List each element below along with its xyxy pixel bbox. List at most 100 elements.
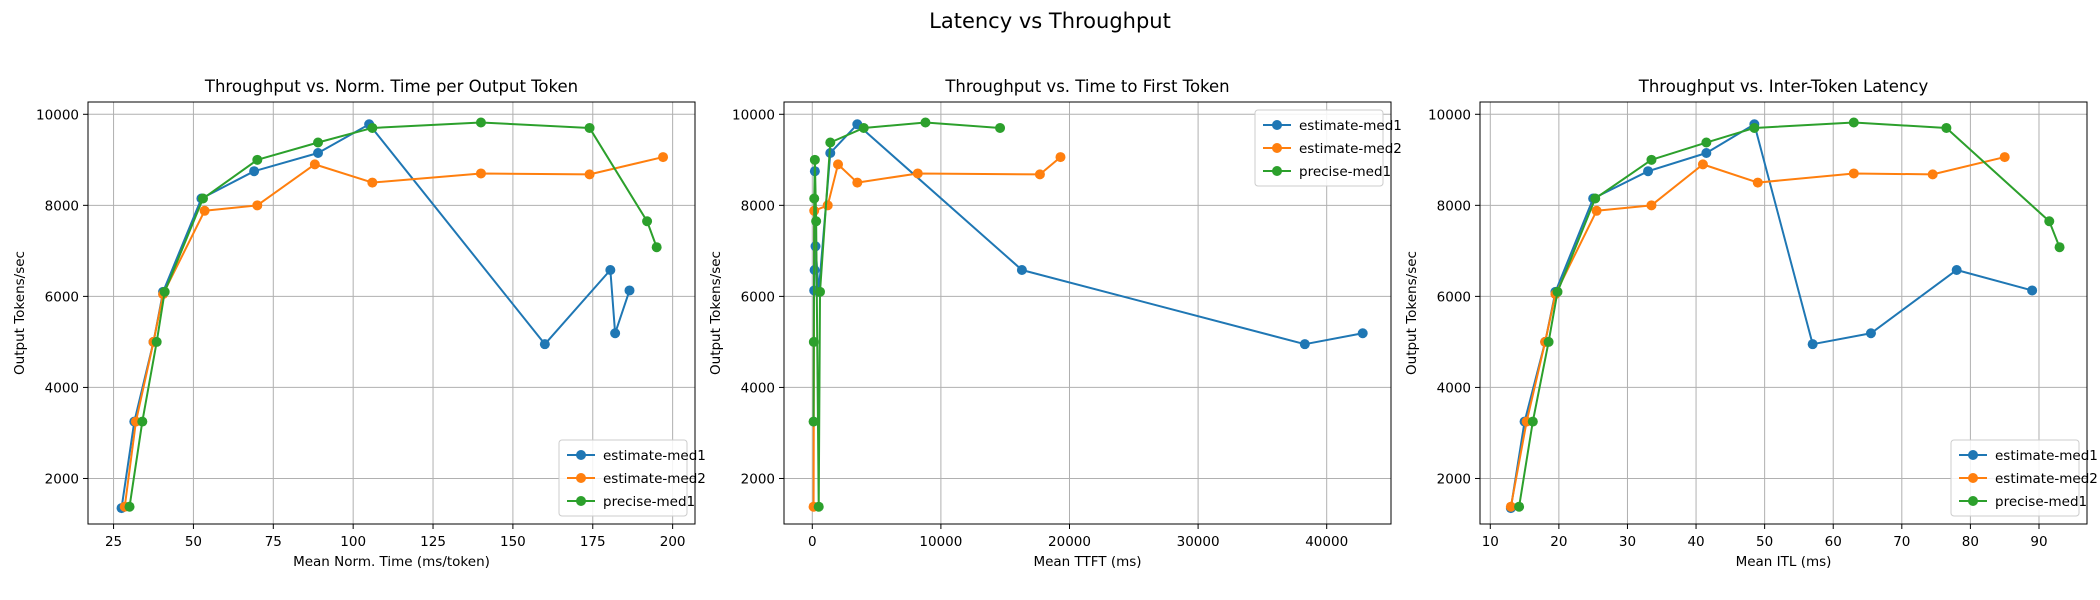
data-point-precise-med1 [124, 501, 135, 512]
data-point-estimate-med1 [313, 147, 324, 158]
y-tick-label: 2000 [1437, 471, 1471, 487]
data-point-estimate-med2 [1999, 152, 2010, 163]
figure-suptitle: Latency vs Throughput [929, 9, 1171, 33]
data-point-precise-med1 [811, 216, 822, 227]
y-axis-label: Output Tokens/sec [12, 251, 28, 375]
x-tick-label: 30 [1619, 534, 1636, 550]
x-tick-label: 125 [420, 534, 446, 550]
data-point-precise-med1 [642, 216, 653, 227]
x-tick-label: 20 [1550, 534, 1567, 550]
data-point-estimate-med2 [1752, 177, 1763, 188]
data-point-estimate-med2 [1697, 159, 1708, 170]
y-tick-label: 8000 [741, 198, 775, 214]
y-tick-label: 10000 [732, 107, 775, 123]
series-line-precise-med1 [1518, 121, 2061, 507]
y-tick-label: 4000 [1437, 380, 1471, 396]
x-tick-label: 50 [1756, 534, 1773, 550]
x-tick-label: 10000 [919, 534, 962, 550]
data-point-estimate-med1 [605, 264, 616, 275]
legend-box [1254, 109, 1384, 187]
x-axis-label: Mean TTFT (ms) [1033, 554, 1141, 570]
data-point-estimate-med2 [252, 200, 263, 211]
data-point-precise-med1 [1527, 416, 1538, 427]
data-point-estimate-med2 [1848, 168, 1859, 179]
data-point-estimate-med1 [1643, 166, 1654, 177]
data-point-precise-med1 [808, 336, 819, 347]
data-point-precise-med1 [159, 286, 170, 297]
y-tick-label: 10000 [36, 107, 79, 123]
chart-panel-2: 0 10000 20000 30000 40000 2000 4000 6000 8000 100… [708, 77, 1402, 570]
data-point-estimate-med2 [822, 200, 833, 211]
x-tick-label: 10 [1482, 534, 1499, 550]
data-point-precise-med1 [809, 154, 820, 165]
legend: estimate-med1 estimate-med2 precise-med1 [558, 439, 706, 517]
data-point-estimate-med1 [2027, 285, 2038, 296]
legend-label: estimate-med1 [603, 448, 706, 464]
legend: estimate-med1 estimate-med2 precise-med1 [1950, 439, 2098, 517]
series-line-precise-med1 [812, 121, 1001, 508]
data-point-precise-med1 [815, 286, 826, 297]
series-estimate-med1 [116, 119, 635, 514]
data-point-estimate-med1 [1951, 264, 1962, 275]
legend-label: estimate-med2 [603, 471, 706, 487]
y-tick-label: 8000 [45, 198, 79, 214]
data-point-estimate-med2 [1055, 152, 1066, 163]
data-point-estimate-med2 [1505, 501, 1516, 512]
legend-marker-precise-med1 [1272, 166, 1282, 176]
x-tick-label: 200 [660, 534, 686, 550]
legend-marker-estimate-med1 [1272, 120, 1282, 130]
y-tick-label: 10000 [1428, 107, 1471, 123]
data-point-precise-med1 [1590, 193, 1601, 204]
data-point-estimate-med1 [1357, 328, 1368, 339]
series-precise-med1 [808, 117, 1006, 512]
data-point-estimate-med1 [1299, 339, 1310, 350]
series-precise-med1 [124, 117, 662, 512]
data-point-estimate-med1 [1016, 264, 1027, 275]
data-point-precise-med1 [920, 117, 931, 128]
data-point-estimate-med1 [249, 166, 260, 177]
legend-marker-precise-med1 [1968, 496, 1978, 506]
data-point-precise-med1 [1552, 286, 1563, 297]
data-point-estimate-med2 [912, 168, 923, 179]
x-tick-label: 60 [1825, 534, 1842, 550]
data-point-precise-med1 [1701, 137, 1712, 148]
data-point-precise-med1 [475, 117, 486, 128]
data-point-precise-med1 [1941, 122, 1952, 133]
y-tick-label: 8000 [1437, 198, 1471, 214]
data-point-precise-med1 [809, 193, 820, 204]
data-point-estimate-med2 [852, 177, 863, 188]
data-point-precise-med1 [825, 137, 836, 148]
axes-frame [1479, 101, 2088, 525]
legend-label: precise-med1 [1299, 164, 1391, 180]
legend-marker-estimate-med1 [576, 450, 586, 460]
y-tick-label: 4000 [45, 380, 79, 396]
data-point-precise-med1 [252, 154, 263, 165]
data-point-estimate-med2 [1927, 169, 1938, 180]
data-point-precise-med1 [1646, 154, 1657, 165]
x-tick-label: 40 [1687, 534, 1704, 550]
axes-frame [87, 101, 696, 525]
x-tick-label: 70 [1893, 534, 1910, 550]
panel-title: Throughput vs. Time to First Token [944, 77, 1229, 96]
legend-marker-estimate-med2 [1968, 473, 1978, 483]
data-point-estimate-med1 [610, 328, 621, 339]
legend-marker-estimate-med1 [1968, 450, 1978, 460]
data-point-estimate-med2 [658, 152, 669, 163]
data-point-precise-med1 [808, 416, 819, 427]
y-axis-label: Output Tokens/sec [1404, 251, 1420, 375]
data-point-estimate-med2 [199, 205, 210, 216]
axes-frame [783, 101, 1392, 525]
series-estimate-med2 [1505, 152, 2010, 512]
data-point-precise-med1 [151, 336, 162, 347]
x-axis-label: Mean Norm. Time (ms/token) [293, 554, 490, 570]
data-point-precise-med1 [198, 193, 209, 204]
x-tick-label: 40000 [1305, 534, 1348, 550]
x-tick-label: 20000 [1048, 534, 1091, 550]
x-tick-label: 100 [340, 534, 366, 550]
data-point-precise-med1 [2044, 216, 2055, 227]
data-point-estimate-med2 [584, 169, 595, 180]
y-tick-label: 6000 [741, 289, 775, 305]
x-tick-label: 80 [1962, 534, 1979, 550]
legend-label: estimate-med2 [1299, 141, 1402, 157]
data-point-estimate-med1 [539, 339, 550, 350]
